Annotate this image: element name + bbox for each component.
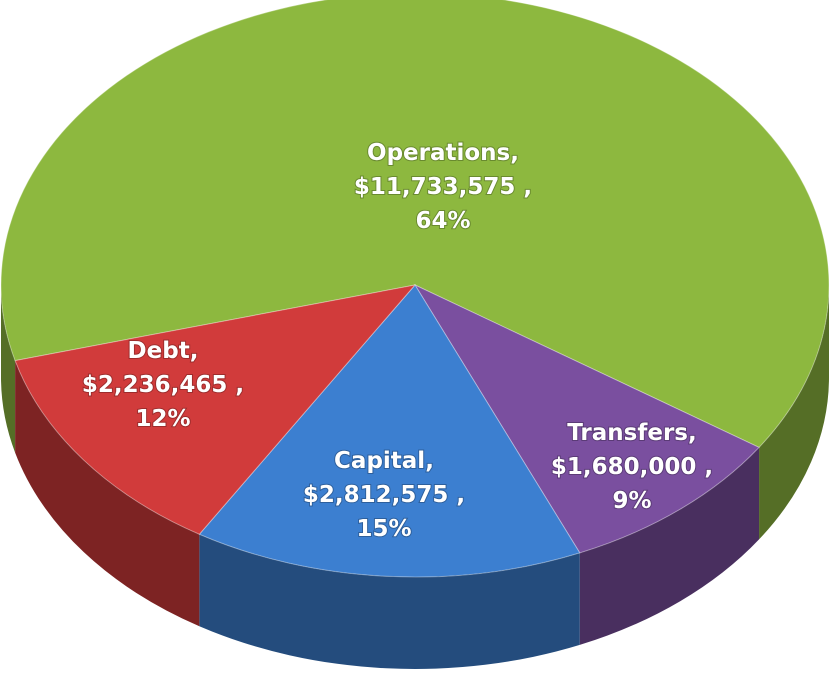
percent-label: 9% xyxy=(612,488,651,514)
category-label: Transfers, xyxy=(567,420,696,446)
category-label: Operations, xyxy=(367,140,519,166)
data-label: Debt, $2,236,465 , 12% xyxy=(81,337,245,433)
value-label: $1,680,000 , xyxy=(551,454,713,480)
category-label: Debt, xyxy=(128,338,199,364)
slice xyxy=(14,284,417,535)
data-label: Operations, $11,733,575 , 64% xyxy=(353,139,533,235)
slice-side xyxy=(1,285,16,453)
slice-side xyxy=(759,285,829,540)
percent-label: 12% xyxy=(135,406,190,432)
percent-label: 64% xyxy=(415,208,470,234)
category-label: Capital, xyxy=(334,448,434,474)
slice xyxy=(0,0,830,449)
percent-label: 15% xyxy=(356,516,411,542)
value-label: $2,812,575 , xyxy=(303,482,465,508)
slice xyxy=(198,284,581,578)
slice-side xyxy=(15,360,200,627)
slice-side xyxy=(579,447,760,645)
value-label: $2,236,465 , xyxy=(82,372,244,398)
data-label: Capital, $2,812,575 , 15% xyxy=(302,447,466,543)
value-label: $11,733,575 , xyxy=(354,174,532,200)
data-label: Transfers, $1,680,000 , 9% xyxy=(550,419,714,515)
slice-side xyxy=(199,534,580,669)
slice xyxy=(413,283,760,554)
